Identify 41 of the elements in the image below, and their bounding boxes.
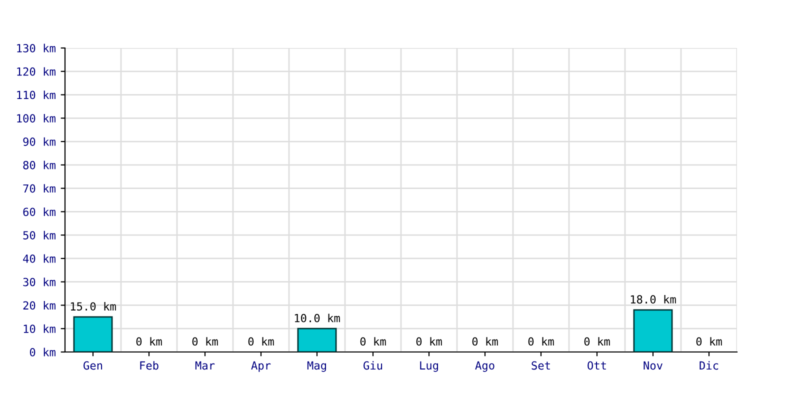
data-label: 0 km	[472, 337, 498, 346]
y-tick-label: 110 km	[17, 90, 56, 100]
y-tick-label: 50 km	[23, 230, 56, 240]
x-tick-label: Gen	[84, 361, 102, 370]
x-tick-label: Ago	[475, 361, 494, 372]
x-tick-label: Nov	[644, 361, 662, 370]
x-tick-label: Mar	[195, 361, 215, 370]
y-tick-label: 20 km	[23, 301, 56, 310]
y-tick-label: 80 km	[23, 160, 56, 170]
data-label: 0 km	[584, 337, 610, 346]
data-label: 0 km	[248, 337, 274, 346]
data-label: 10.0 km	[294, 314, 340, 322]
bar	[297, 328, 337, 352]
y-tick-label: 40 km	[23, 254, 56, 263]
y-tick-label: 10 km	[24, 324, 56, 334]
bar	[633, 309, 673, 352]
x-tick-label: Dic	[700, 361, 718, 370]
y-tick-label: 30 km	[23, 278, 56, 286]
data-label: 0 km	[528, 337, 554, 346]
data-label: 0 km	[136, 337, 162, 346]
y-tick-label: 70 km	[23, 184, 56, 193]
y-tick-label: 120 km	[17, 67, 56, 76]
y-tick-label: 100 km	[17, 114, 56, 123]
y-tick-label: 130 km	[17, 44, 56, 52]
x-tick-label: Apr	[251, 361, 271, 372]
y-tick-label: 0 km	[30, 348, 56, 356]
data-label: 0 km	[360, 337, 386, 346]
y-tick-label: 90 km	[23, 137, 56, 146]
x-tick-label: Set	[532, 361, 550, 370]
x-tick-label: Feb	[140, 361, 158, 370]
x-tick-label: Mag	[307, 361, 326, 372]
data-label: 0 km	[416, 337, 442, 346]
x-tick-label: Ott	[588, 361, 606, 370]
y-tick-label: 60 km	[23, 208, 56, 216]
x-tick-label: Lug	[420, 361, 438, 372]
x-tick-label: Giu	[364, 361, 382, 370]
data-label: 15.0 km	[70, 302, 116, 311]
data-label: 18.0 km	[630, 294, 676, 304]
data-label: 0 km	[192, 337, 218, 346]
data-label: 0 km	[696, 337, 722, 346]
bar	[73, 316, 113, 352]
